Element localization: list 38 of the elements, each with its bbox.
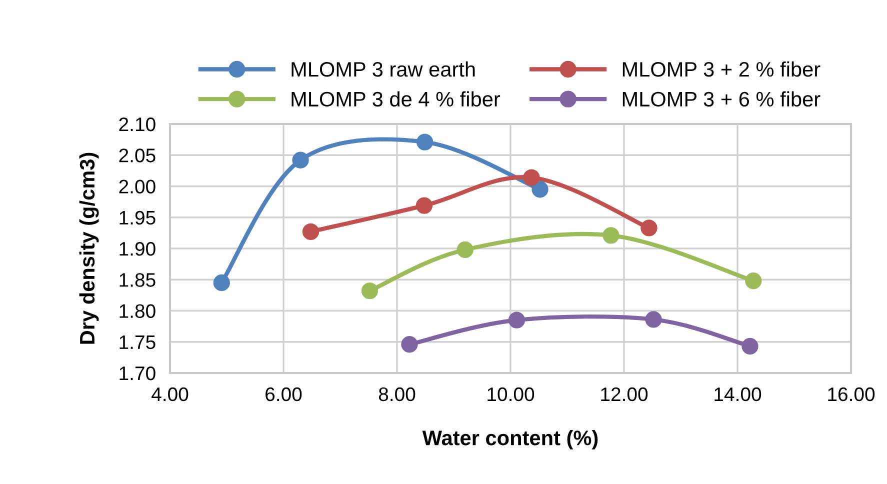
legend-label: MLOMP 3 de 4 % fiber bbox=[292, 91, 500, 107]
x-tick-label: 16.00 bbox=[828, 387, 875, 402]
point bbox=[213, 274, 230, 292]
point bbox=[416, 197, 433, 214]
point bbox=[361, 282, 378, 300]
y-tick-label: 2.00 bbox=[119, 180, 156, 194]
point bbox=[532, 181, 548, 198]
legend-label: MLOMP 3 + 6 % fiber bbox=[622, 91, 820, 107]
y-tick-label: 2.05 bbox=[119, 148, 156, 162]
x-tick-label: 10.00 bbox=[488, 387, 534, 402]
y-tick-label: 1.70 bbox=[120, 366, 156, 380]
x-tick-label: 4.00 bbox=[152, 387, 188, 402]
point bbox=[640, 220, 658, 236]
y-tick-label: 1.75 bbox=[120, 336, 156, 350]
point bbox=[302, 223, 320, 240]
point bbox=[416, 134, 434, 150]
point bbox=[508, 312, 526, 328]
legend-label: MLOMP 3 raw earth bbox=[292, 61, 475, 77]
point bbox=[602, 227, 620, 244]
y-tick-label: 1.80 bbox=[120, 304, 156, 318]
y-axis-title: Dry density (g/cm3) bbox=[79, 152, 99, 344]
point bbox=[292, 152, 309, 168]
point bbox=[401, 336, 418, 353]
y-tick-label: 2.10 bbox=[119, 117, 156, 132]
legend-label: MLOMP 3 + 2 % fiber bbox=[622, 61, 820, 77]
x-tick-label: 14.00 bbox=[714, 387, 762, 402]
y-tick-label: 1.95 bbox=[120, 210, 156, 225]
point bbox=[742, 338, 758, 355]
point bbox=[745, 272, 762, 290]
point bbox=[645, 311, 662, 328]
y-tick-label: 1.85 bbox=[120, 273, 156, 287]
x-axis-title: Water content (%) bbox=[422, 430, 598, 450]
x-tick-label: 12.00 bbox=[601, 387, 648, 402]
x-tick-label: 6.00 bbox=[266, 387, 302, 402]
y-tick-label: 1.90 bbox=[120, 242, 156, 256]
point bbox=[523, 169, 540, 186]
point bbox=[456, 241, 474, 258]
x-tick-label: 8.00 bbox=[378, 387, 416, 402]
